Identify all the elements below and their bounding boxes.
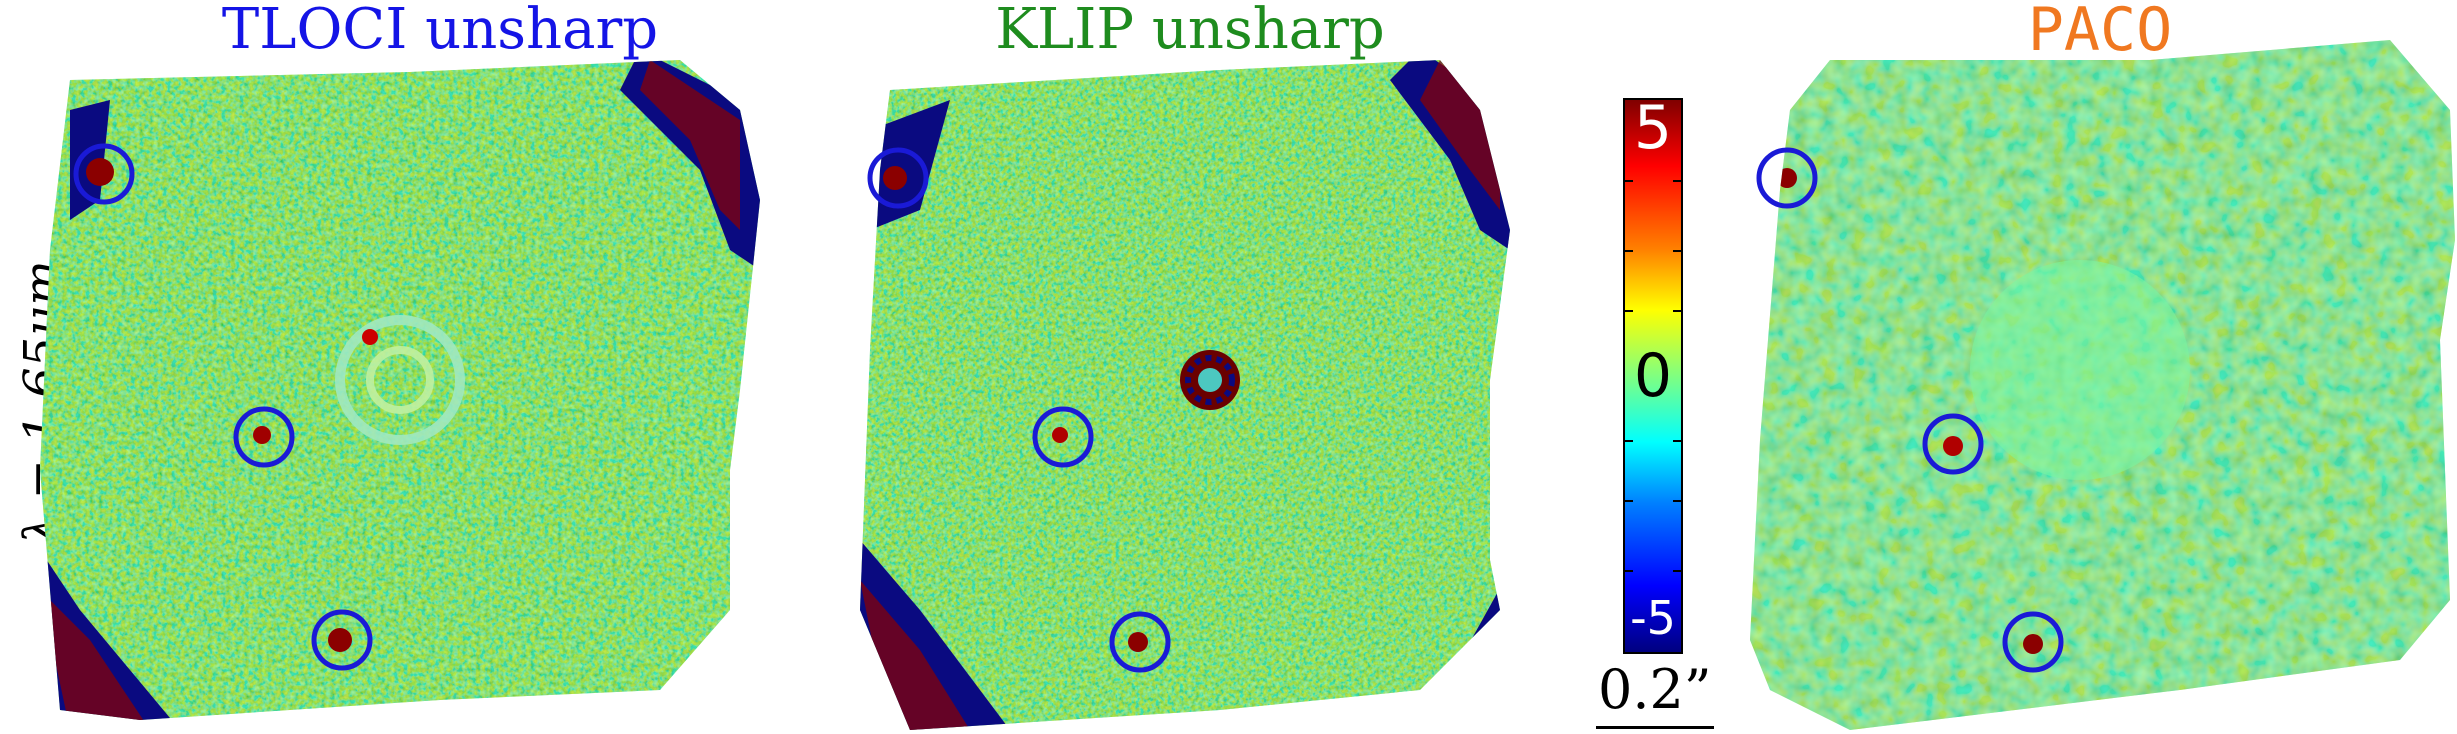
tloci-map-panel xyxy=(40,50,800,730)
colorbar-tick xyxy=(1623,250,1633,252)
panel-title-klip: KLIP unsharp xyxy=(995,0,1385,62)
detection-circle xyxy=(1756,147,1818,209)
colorbar-tick xyxy=(1673,500,1683,502)
detection-circle xyxy=(2002,611,2064,673)
paco-map-image xyxy=(1750,40,2455,730)
colorbar-tick xyxy=(1623,180,1633,182)
colorbar-min-label: -5 xyxy=(1630,591,1676,645)
colorbar-tick xyxy=(1673,440,1683,442)
klip-map-panel xyxy=(860,50,1580,730)
colorbar xyxy=(1623,98,1683,654)
colorbar-tick xyxy=(1623,570,1633,572)
detection-circle xyxy=(1032,406,1094,468)
panel-title-tloci: TLOCI unsharp xyxy=(221,0,659,62)
colorbar-tick xyxy=(1623,310,1633,312)
tloci-map-image xyxy=(40,60,760,720)
detection-circle xyxy=(73,143,135,205)
klip-map-image xyxy=(860,60,1510,730)
scale-bar-label: 0.2” xyxy=(1598,658,1712,721)
detection-circle xyxy=(1109,611,1171,673)
colorbar-tick xyxy=(1673,180,1683,182)
detection-circle xyxy=(867,147,929,209)
detection-circle xyxy=(1922,413,1984,475)
colorbar-tick xyxy=(1673,570,1683,572)
paco-map-panel xyxy=(1750,40,2457,734)
colorbar-max-label: 5 xyxy=(1633,93,1673,163)
colorbar-tick xyxy=(1673,310,1683,312)
colorbar-tick xyxy=(1623,500,1633,502)
colorbar-mid-label: 0 xyxy=(1633,341,1673,411)
panel-title-paco: PACO xyxy=(2027,0,2173,65)
colorbar-tick xyxy=(1623,440,1633,442)
colorbar-tick xyxy=(1673,250,1683,252)
scale-bar xyxy=(1596,726,1714,729)
detection-circle xyxy=(311,609,373,671)
detection-circle xyxy=(233,406,295,468)
